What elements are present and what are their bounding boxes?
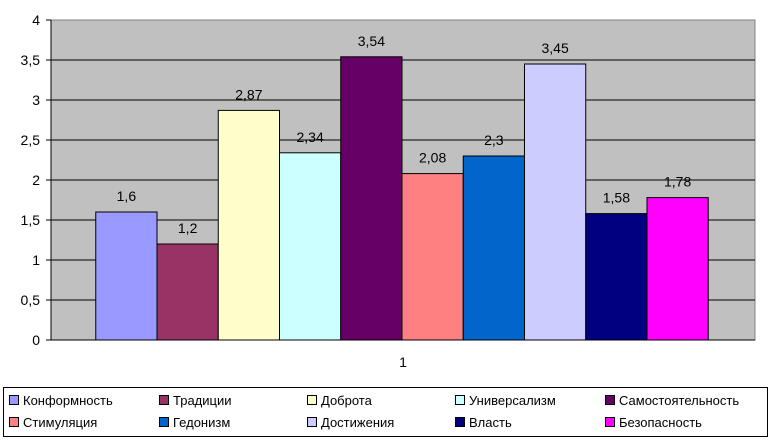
legend-swatch [159, 417, 169, 427]
data-label: 3,45 [541, 40, 568, 56]
legend-item: Традиции [159, 392, 232, 408]
data-label: 2,87 [235, 86, 262, 102]
legend-label: Конформность [23, 392, 113, 408]
legend-label: Гедонизм [173, 414, 231, 430]
legend-item: Достижения [307, 414, 394, 430]
y-tick-label: 2 [32, 172, 40, 188]
legend-label: Безопасность [619, 414, 702, 430]
legend-item: Стимуляция [9, 414, 97, 430]
bar [95, 211, 158, 341]
y-tick-label: 1 [32, 252, 40, 268]
legend-swatch [307, 395, 317, 405]
bar [340, 56, 403, 341]
data-label: 1,2 [178, 220, 198, 236]
legend-swatch [9, 395, 19, 405]
legend-item: Универсализм [455, 392, 556, 408]
legend-item: Доброта [307, 392, 372, 408]
legend-label: Самостоятельность [619, 392, 740, 408]
x-tick-label: 1 [399, 354, 407, 370]
legend-label: Доброта [321, 392, 372, 408]
bar [585, 213, 648, 341]
bar [401, 173, 464, 341]
legend-swatch [455, 395, 465, 405]
legend-item: Конформность [9, 392, 113, 408]
bar [279, 152, 342, 341]
legend-swatch [159, 395, 169, 405]
legend-item: Безопасность [605, 414, 702, 430]
legend-label: Достижения [321, 414, 395, 430]
bar [646, 197, 709, 341]
bar [523, 63, 587, 341]
y-tick-label: 1,5 [21, 212, 41, 228]
legend-item: Власть [455, 414, 512, 430]
legend-label: Традиции [173, 392, 232, 408]
legend-label: Стимуляция [23, 414, 98, 430]
y-tick-label: 3 [32, 92, 40, 108]
legend-item: Самостоятельность [605, 392, 739, 408]
legend-swatch [455, 417, 465, 427]
data-label: 2,08 [419, 150, 446, 166]
data-label: 3,54 [358, 33, 385, 49]
bar [156, 243, 219, 341]
legend-label: Власть [469, 414, 512, 430]
data-label: 1,6 [117, 188, 137, 204]
data-label: 1,78 [664, 174, 691, 190]
data-label: 2,34 [297, 129, 324, 145]
bar [217, 109, 281, 341]
data-label: 2,3 [484, 132, 504, 148]
y-tick-label: 3,5 [21, 52, 41, 68]
bar-chart: 00,511,522,533,541,61,22,872,343,542,082… [21, 12, 756, 370]
legend-swatch [9, 417, 19, 427]
y-tick-label: 0 [32, 332, 40, 348]
y-tick-label: 0,5 [21, 292, 41, 308]
y-tick-label: 2,5 [21, 132, 41, 148]
legend-item: Гедонизм [159, 414, 230, 430]
data-label: 1,58 [603, 190, 630, 206]
legend-swatch [605, 417, 615, 427]
y-tick-label: 4 [32, 12, 40, 28]
legend-swatch [307, 417, 317, 427]
chart-legend: Конформность Традиции Доброта Универсализм С… [3, 387, 768, 437]
legend-swatch [605, 395, 615, 405]
bar [462, 155, 525, 341]
legend-label: Универсализм [469, 392, 556, 408]
